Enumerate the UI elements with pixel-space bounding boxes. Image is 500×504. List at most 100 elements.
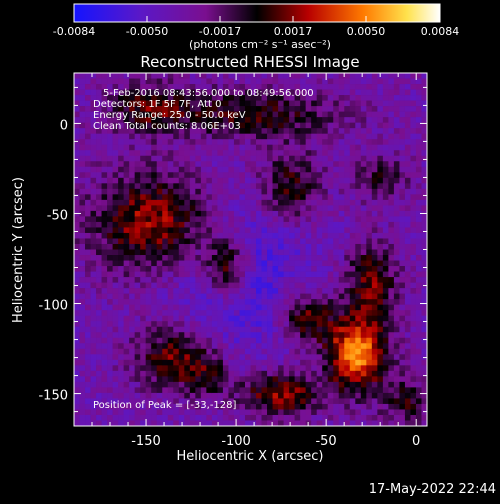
heatmap-cell	[333, 106, 340, 112]
heatmap-cell	[129, 150, 136, 157]
heatmap-cell	[167, 122, 174, 129]
heatmap-cell	[222, 266, 229, 272]
heatmap-cell	[233, 188, 240, 195]
heatmap-cell	[382, 315, 389, 322]
heatmap-cell	[112, 216, 119, 223]
heatmap-cell	[140, 315, 147, 322]
heatmap-cell	[322, 199, 329, 206]
heatmap-cell	[211, 155, 218, 162]
heatmap-cell	[189, 78, 196, 85]
heatmap-cell	[151, 260, 158, 267]
heatmap-cell	[217, 370, 224, 377]
heatmap-cell	[200, 260, 207, 267]
heatmap-cell	[134, 255, 141, 261]
heatmap-cell	[388, 84, 395, 90]
heatmap-cell	[338, 139, 345, 146]
heatmap-cell	[189, 403, 196, 410]
heatmap-cell	[410, 106, 417, 112]
heatmap-cell	[256, 337, 262, 344]
heatmap-cell	[410, 227, 417, 234]
heatmap-cell	[228, 78, 235, 85]
heatmap-cell	[173, 161, 180, 168]
heatmap-cell	[145, 310, 152, 317]
heatmap-cell	[118, 420, 124, 426]
heatmap-cell	[211, 111, 218, 118]
heatmap-cell	[85, 161, 91, 168]
heatmap-cell	[129, 365, 136, 372]
heatmap-cell	[294, 238, 301, 245]
heatmap-cell	[261, 376, 268, 383]
heatmap-cell	[283, 106, 290, 112]
heatmap-cell	[239, 365, 246, 372]
heatmap-cell	[195, 210, 202, 217]
heatmap-cell	[162, 288, 169, 294]
heatmap-cell	[167, 150, 174, 157]
heatmap-cell	[338, 238, 345, 245]
heatmap-cell	[366, 365, 373, 372]
heatmap-cell	[184, 183, 191, 190]
heatmap-cell	[145, 249, 152, 256]
heatmap-cell	[206, 117, 213, 123]
heatmap-cell	[256, 122, 262, 129]
heatmap-cell	[90, 381, 97, 388]
heatmap-cell	[211, 106, 218, 112]
heatmap-cell	[222, 150, 229, 157]
heatmap-cell	[195, 139, 202, 146]
axis-ticks	[73, 73, 427, 426]
heatmap-cell	[156, 277, 163, 283]
heatmap-cell	[233, 321, 240, 328]
heatmap-cell	[322, 144, 329, 151]
heatmap-cell	[333, 359, 340, 366]
heatmap-cell	[189, 332, 196, 339]
heatmap-cell	[96, 354, 102, 361]
heatmap-cell	[366, 414, 373, 421]
heatmap-cell	[228, 326, 235, 333]
heatmap-cell	[228, 177, 235, 184]
heatmap-cell	[267, 266, 273, 272]
heatmap-cell	[283, 414, 290, 421]
heatmap-cell	[244, 266, 251, 272]
heatmap-cell	[415, 255, 422, 261]
heatmap-cell	[96, 288, 102, 294]
heatmap-cell	[167, 78, 174, 85]
heatmap-cell	[322, 122, 329, 129]
heatmap-cell	[79, 282, 86, 289]
heatmap-cell	[239, 403, 246, 410]
heatmap-cell	[355, 100, 362, 107]
heatmap-cell	[371, 409, 378, 416]
heatmap-cell	[162, 409, 169, 416]
heatmap-cell	[283, 299, 290, 306]
heatmap-cell	[184, 128, 191, 135]
colorbar-border	[73, 3, 441, 23]
heatmap-cell	[399, 255, 406, 261]
heatmap-cell	[393, 139, 400, 146]
heatmap-cell	[211, 128, 218, 135]
heatmap-cell	[178, 249, 185, 256]
heatmap-cell	[382, 359, 389, 366]
heatmap-cell	[123, 255, 130, 261]
heatmap-cell	[134, 111, 141, 118]
heatmap-cell	[206, 348, 213, 355]
heatmap-cell	[388, 133, 395, 140]
heatmap-cell	[244, 84, 251, 90]
heatmap-cell	[261, 348, 268, 355]
heatmap-cell	[156, 299, 163, 306]
heatmap-cell	[305, 293, 312, 300]
heatmap-cell	[74, 370, 80, 377]
heatmap-cell	[404, 277, 411, 283]
heatmap-cell	[79, 243, 86, 250]
heatmap-cell	[327, 139, 334, 146]
heatmap-cell	[393, 199, 400, 206]
heatmap-cell	[151, 326, 158, 333]
heatmap-cell	[355, 95, 362, 101]
heatmap-cell	[222, 376, 229, 383]
heatmap-cell	[222, 354, 229, 361]
heatmap-cell	[349, 84, 356, 90]
heatmap-cell	[382, 128, 389, 135]
heatmap-cell	[162, 392, 169, 399]
heatmap-cell	[322, 238, 329, 245]
heatmap-cell	[162, 177, 169, 184]
heatmap-cell	[162, 249, 169, 256]
heatmap-cell	[344, 238, 351, 245]
heatmap-cell	[239, 277, 246, 283]
